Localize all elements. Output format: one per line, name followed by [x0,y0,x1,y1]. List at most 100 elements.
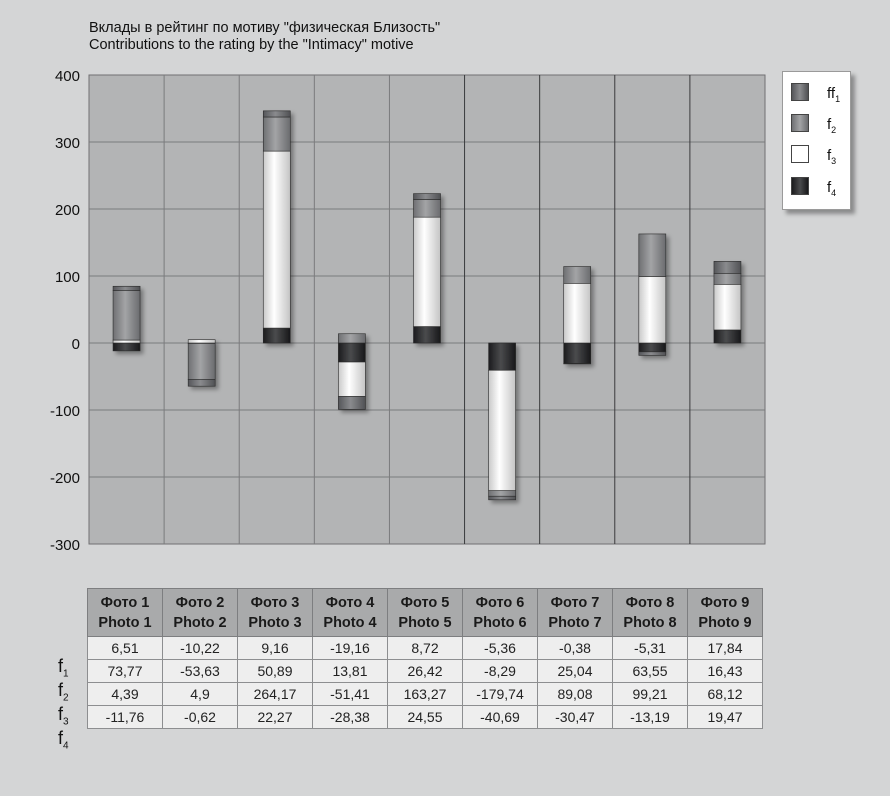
bar-segment-f2 [262,116,291,152]
bar-segment-f3 [112,339,141,344]
bar-segment-f2 [488,490,516,497]
table-row: -11,76 -0,62 22,27 -28,38 24,55 -40,69 -… [87,705,763,729]
table-cell: 6,51 [87,636,163,660]
bar-segment-f1 [187,379,216,387]
table-row-label-f2: f2 [58,680,69,704]
legend-item-f4: f4 [791,177,846,199]
table-cell: -0,38 [537,636,613,660]
bar-segment-f4 [262,327,291,344]
table-cell: -179,74 [462,682,538,706]
bar-segment-f4 [413,326,441,344]
chart-legend: ff1 f2 f3 f4 [782,71,851,210]
legend-swatch-f3 [791,145,809,163]
legend-item-f2: f2 [791,114,846,136]
bar-segment-f2 [338,333,366,344]
table-cell: -5,36 [462,636,538,660]
table-cell: 24,55 [387,705,463,729]
table-cell: -19,16 [312,636,388,660]
table-header-photo-2: Фото 2 Photo 2 [162,588,238,637]
table-cell: 63,55 [612,659,688,683]
table-cell: 68,12 [687,682,763,706]
bar-segment-f1 [638,351,667,356]
table-row: 73,77 -53,63 50,89 13,81 26,42 -8,29 25,… [87,659,763,683]
bar-stack [638,233,667,356]
bar-stack [413,193,441,344]
bar-stack [338,333,366,410]
table-cell: 25,04 [537,659,613,683]
legend-label-f3: f3 [827,147,837,166]
table-row: 6,51 -10,22 9,16 -19,16 8,72 -5,36 -0,38… [87,636,763,660]
legend-item-f1: ff1 [791,83,846,105]
bar-segment-f3 [413,216,441,327]
table-cell: 89,08 [537,682,613,706]
bar-segment-f4 [563,342,592,364]
table-cell: 17,84 [687,636,763,660]
chart-title-ru: Вклады в рейтинг по мотиву "физическая Б… [89,20,441,36]
table-cell: -8,29 [462,659,538,683]
bar-segment-f3 [187,339,216,344]
table-cell: 22,27 [237,705,313,729]
chart-title-en: Contributions to the rating by the "Inti… [89,37,414,53]
bar-segment-f4 [488,342,516,371]
table-row-label-f3: f3 [58,704,69,728]
table-cell: -10,22 [162,636,238,660]
bar-segment-f2 [638,233,667,277]
table-cell: -53,63 [162,659,238,683]
legend-label-f2: f2 [827,116,837,135]
table-header-row: Фото 1 Photo 1 Фото 2 Photo 2 Фото 3 Photo … [87,588,763,637]
y-tick-label: -200 [50,470,80,487]
table-cell: 50,89 [237,659,313,683]
table-cell: -51,41 [312,682,388,706]
bar-stack [713,261,742,344]
table-header-photo-7: Фото 7 Photo 7 [537,588,613,637]
table-cell: 8,72 [387,636,463,660]
y-tick-label: 200 [55,202,80,219]
table-row-label-f4: f4 [58,728,69,752]
table-header-photo-3: Фото 3 Photo 3 [237,588,313,637]
bar-stack [563,266,592,365]
table-header-photo-8: Фото 8 Photo 8 [612,588,688,637]
bar-segment-f4 [713,329,742,344]
bar-segment-f1 [262,110,291,118]
bar-segment-f2 [413,199,441,218]
bar-segment-f2 [112,290,141,341]
bar-segment-f1 [488,495,516,501]
table-cell: 16,43 [687,659,763,683]
table-cell: 19,47 [687,705,763,729]
table-cell: -11,76 [87,705,163,729]
y-tick-label: -300 [50,537,80,554]
table-cell: -30,47 [537,705,613,729]
table-cell: -40,69 [462,705,538,729]
legend-swatch-f1 [791,83,809,101]
table-cell: 4,39 [87,682,163,706]
table-cell: 99,21 [612,682,688,706]
bar-segment-f4 [338,342,366,363]
table-cell: -28,38 [312,705,388,729]
table-cell: 4,9 [162,682,238,706]
bar-stack [112,285,141,352]
bar-segment-f1 [713,261,742,274]
bar-stack [262,110,291,344]
table-cell: -13,19 [612,705,688,729]
bar-segment-f1 [563,363,592,365]
bar-stack [187,339,216,387]
bar-segment-f3 [713,284,742,331]
bar-segment-f1 [112,285,141,291]
legend-label-f4: f4 [827,179,837,198]
table-cell: 163,27 [387,682,463,706]
table-row-label-f1: f1 [58,656,69,680]
data-table: Фото 1 Photo 1 Фото 2 Photo 2 Фото 3 Photo … [87,588,763,729]
table-cell: -0,62 [162,705,238,729]
table-cell: 264,17 [237,682,313,706]
table-cell: 26,42 [387,659,463,683]
legend-item-f3: f3 [791,145,846,167]
bar-stack [488,342,516,501]
table-cell: 73,77 [87,659,163,683]
table-header-photo-4: Фото 4 Photo 4 [312,588,388,637]
y-tick-label: -100 [50,403,80,420]
bar-segment-f4 [112,342,141,352]
table-cell: -5,31 [612,636,688,660]
bar-segment-f2 [563,266,592,284]
legend-label-f1: ff1 [827,85,841,104]
table-header-photo-5: Фото 5 Photo 5 [387,588,463,637]
